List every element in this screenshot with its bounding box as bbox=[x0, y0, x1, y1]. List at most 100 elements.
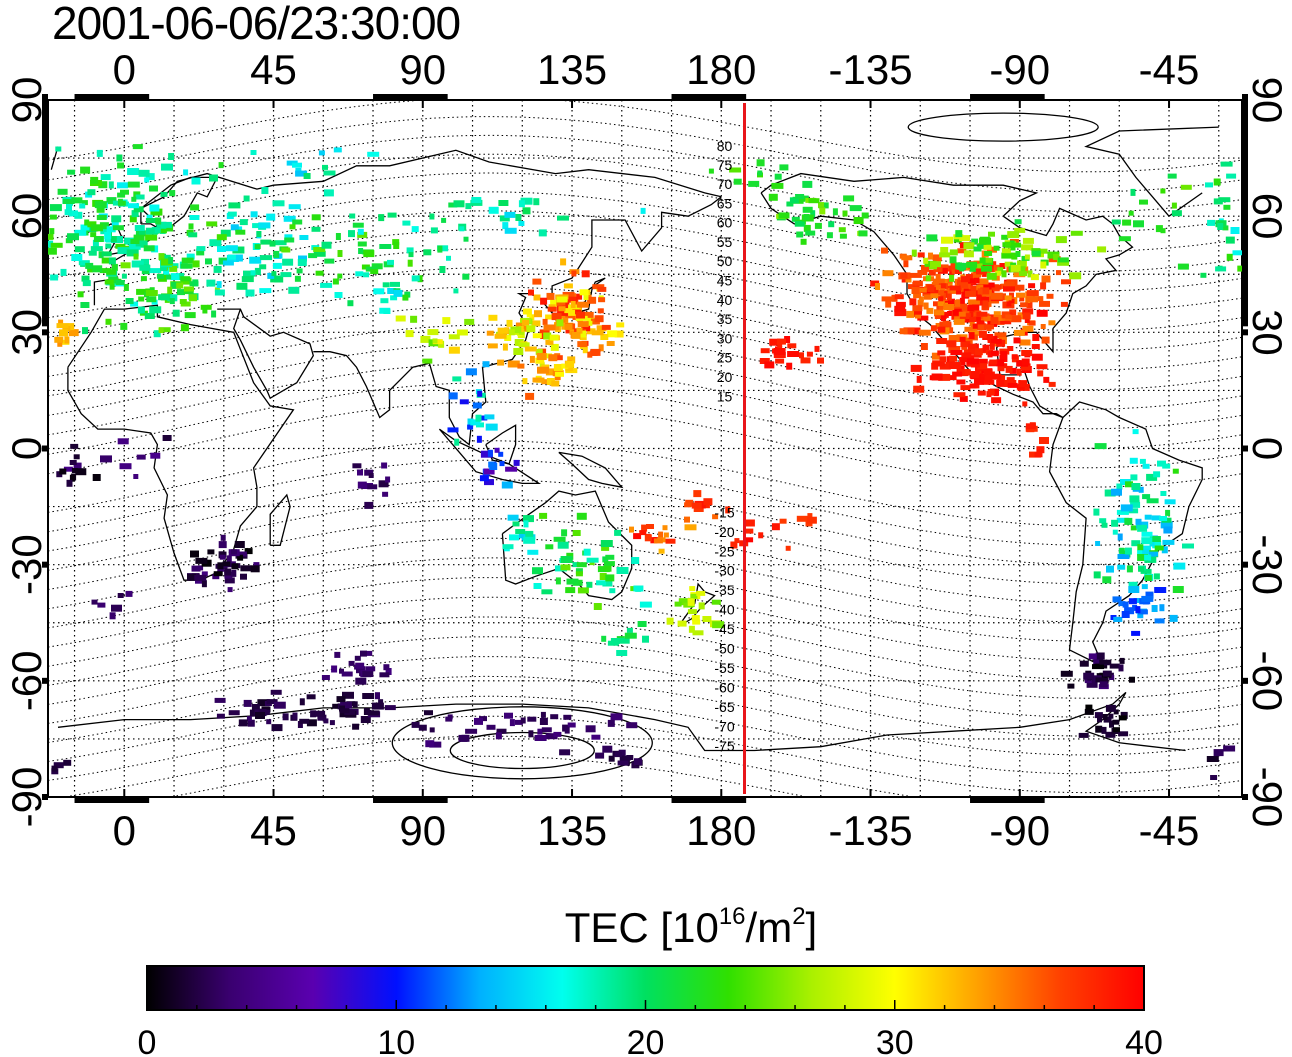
tec-pixel bbox=[227, 254, 239, 260]
tec-pixel bbox=[163, 268, 170, 275]
tec-pixel bbox=[333, 147, 342, 153]
tec-pixel bbox=[633, 585, 644, 592]
tec-pixel bbox=[969, 321, 975, 327]
tec-pixel bbox=[601, 545, 610, 551]
tec-pixel bbox=[1217, 223, 1224, 230]
tec-pixel bbox=[1145, 591, 1154, 599]
tec-pixel bbox=[976, 311, 988, 317]
tec-pixel bbox=[1149, 551, 1158, 557]
tec-pixel bbox=[839, 233, 847, 239]
colorbar-ticks: 0 10 20 30 40 bbox=[138, 1000, 1163, 1057]
tec-pixel bbox=[881, 247, 888, 254]
tec-pixel bbox=[1057, 259, 1070, 266]
tec-pixel bbox=[1116, 517, 1129, 523]
tec-pixel bbox=[1040, 261, 1047, 269]
tec-pixel bbox=[357, 228, 364, 235]
tec-pixel bbox=[378, 214, 385, 222]
tec-pixel bbox=[663, 532, 669, 538]
tec-pixel bbox=[914, 309, 922, 315]
tec-pixel bbox=[692, 619, 701, 625]
tec-pixel bbox=[149, 185, 158, 192]
tec-pixel bbox=[1230, 227, 1240, 234]
tec-pixel bbox=[819, 207, 826, 215]
tec-pixel bbox=[282, 258, 294, 266]
tec-pixel bbox=[504, 227, 517, 234]
coast-africa bbox=[67, 304, 295, 581]
tec-pixel bbox=[949, 274, 955, 282]
tec-pixel bbox=[1119, 547, 1125, 554]
tec-pixel bbox=[240, 573, 247, 580]
tec-pixel bbox=[712, 621, 725, 629]
tec-pixel bbox=[756, 159, 765, 167]
tec-pixel bbox=[582, 346, 588, 354]
tec-pixel bbox=[96, 206, 105, 213]
tec-pixel bbox=[1124, 607, 1135, 615]
tec-pixel bbox=[955, 230, 963, 238]
tec-pixel bbox=[1078, 732, 1089, 738]
tec-pixel bbox=[406, 247, 414, 254]
mag-lat-contour bbox=[48, 153, 1242, 233]
tec-pixel bbox=[601, 324, 611, 330]
tec-pixel bbox=[953, 392, 966, 398]
tec-pixel bbox=[993, 311, 1001, 319]
tec-pixel bbox=[90, 232, 97, 238]
tec-pixel bbox=[1122, 219, 1132, 226]
tec-pixel bbox=[1022, 325, 1034, 332]
tec-pixel bbox=[602, 745, 613, 753]
tec-pixel bbox=[1155, 225, 1163, 233]
tec-pixel bbox=[687, 609, 697, 615]
tec-pixel bbox=[495, 732, 502, 740]
tec-pixel bbox=[100, 174, 111, 181]
tec-pixel bbox=[598, 344, 604, 352]
tec-pixel bbox=[196, 246, 206, 252]
tec-pixel bbox=[250, 565, 260, 573]
tec-pixel bbox=[1160, 491, 1167, 496]
tec-pixel bbox=[417, 275, 423, 283]
tec-pixel bbox=[828, 221, 835, 228]
tec-pixel bbox=[362, 671, 374, 677]
tec-pixel bbox=[597, 286, 607, 292]
tec-pixel bbox=[407, 259, 413, 267]
tec-pixel bbox=[941, 236, 953, 244]
tec-pixel bbox=[448, 202, 458, 208]
tec-pixel bbox=[571, 270, 577, 277]
tec-pixel bbox=[129, 215, 137, 223]
mag-lat-contour bbox=[48, 636, 1242, 718]
tec-pixel bbox=[360, 650, 367, 657]
tec-pixel bbox=[55, 146, 62, 152]
tec-pixel bbox=[957, 262, 967, 270]
tec-pixel bbox=[1139, 199, 1148, 205]
tec-pixel bbox=[553, 731, 562, 737]
tec-pixel bbox=[1213, 178, 1221, 186]
tec-pixel bbox=[139, 264, 151, 271]
tec-pixel bbox=[48, 240, 54, 248]
mag-lat-contour bbox=[48, 229, 1242, 312]
tec-pixel bbox=[1060, 670, 1073, 677]
tec-pixel bbox=[169, 190, 176, 197]
tec-pixel bbox=[323, 170, 336, 176]
tec-pixel bbox=[68, 329, 79, 337]
tec-pixel bbox=[341, 671, 353, 677]
tec-pixel bbox=[551, 313, 562, 321]
tec-pixel bbox=[382, 282, 390, 288]
tec-pixel bbox=[997, 267, 1004, 275]
tec-pixel bbox=[92, 265, 103, 273]
tec-pixel bbox=[590, 348, 601, 356]
tec-pixel bbox=[1028, 283, 1036, 289]
tec-pixel bbox=[1119, 657, 1125, 664]
tec-pixel bbox=[524, 346, 537, 352]
tec-pixel bbox=[917, 270, 928, 276]
tec-pixel bbox=[222, 260, 234, 266]
tec-pixel bbox=[49, 204, 62, 212]
tec-pixel bbox=[250, 211, 258, 218]
tec-pixel bbox=[218, 162, 224, 169]
tec-pixel bbox=[120, 262, 131, 269]
coast-samerica bbox=[1048, 401, 1203, 663]
tec-pixel bbox=[1165, 509, 1171, 516]
tec-pixel bbox=[603, 565, 612, 572]
tec-pixel bbox=[1041, 275, 1051, 283]
mag-lat-contour bbox=[48, 343, 1242, 430]
tec-pixel bbox=[189, 215, 200, 220]
tec-pixel bbox=[576, 311, 585, 319]
coast-asia-south bbox=[217, 308, 315, 400]
